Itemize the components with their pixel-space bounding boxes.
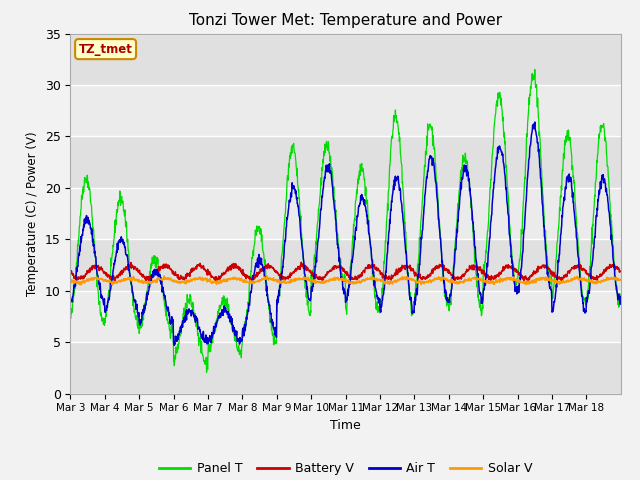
Bar: [70, 136, 621, 188]
Battery V: [476, 265, 483, 271]
Bar: [70, 85, 621, 136]
Text: TZ_tmet: TZ_tmet: [79, 43, 132, 56]
Panel T: [203, 370, 211, 375]
Solar V: [67, 277, 74, 283]
Line: Panel T: Panel T: [70, 70, 620, 372]
Air T: [610, 264, 618, 270]
Line: Air T: Air T: [70, 122, 620, 345]
Air T: [332, 211, 339, 216]
Solar V: [476, 276, 483, 282]
Line: Solar V: Solar V: [70, 276, 620, 285]
Panel T: [616, 296, 624, 302]
Panel T: [67, 314, 74, 320]
Title: Tonzi Tower Met: Temperature and Power: Tonzi Tower Met: Temperature and Power: [189, 13, 502, 28]
Air T: [616, 294, 624, 300]
Solar V: [610, 276, 618, 282]
Solar V: [556, 280, 564, 286]
Line: Battery V: Battery V: [70, 262, 620, 280]
Air T: [321, 176, 329, 181]
Battery V: [616, 268, 624, 274]
Solar V: [332, 277, 339, 283]
Battery V: [610, 265, 618, 271]
Bar: [70, 240, 621, 291]
Panel T: [610, 260, 618, 266]
Battery V: [67, 269, 74, 275]
Battery V: [556, 275, 564, 281]
Y-axis label: Temperature (C) / Power (V): Temperature (C) / Power (V): [26, 132, 39, 296]
Solar V: [153, 277, 161, 283]
X-axis label: Time: Time: [330, 419, 361, 432]
Solar V: [616, 277, 624, 283]
Air T: [531, 119, 539, 125]
Panel T: [152, 259, 160, 265]
Bar: [70, 188, 621, 240]
Battery V: [153, 270, 161, 276]
Air T: [476, 288, 483, 294]
Air T: [152, 267, 160, 273]
Air T: [67, 297, 74, 303]
Battery V: [321, 274, 329, 280]
Legend: Panel T, Battery V, Air T, Solar V: Panel T, Battery V, Air T, Solar V: [154, 457, 537, 480]
Air T: [556, 240, 564, 246]
Panel T: [332, 204, 339, 210]
Bar: [70, 291, 621, 342]
Solar V: [321, 278, 329, 284]
Battery V: [332, 264, 339, 270]
Bar: [70, 34, 621, 85]
Solar V: [109, 282, 116, 288]
Battery V: [298, 259, 305, 265]
Panel T: [476, 300, 483, 306]
Air T: [170, 342, 178, 348]
Panel T: [321, 141, 329, 147]
Bar: [70, 342, 621, 394]
Solar V: [161, 273, 168, 279]
Battery V: [111, 277, 118, 283]
Panel T: [556, 194, 564, 200]
Panel T: [531, 67, 539, 72]
